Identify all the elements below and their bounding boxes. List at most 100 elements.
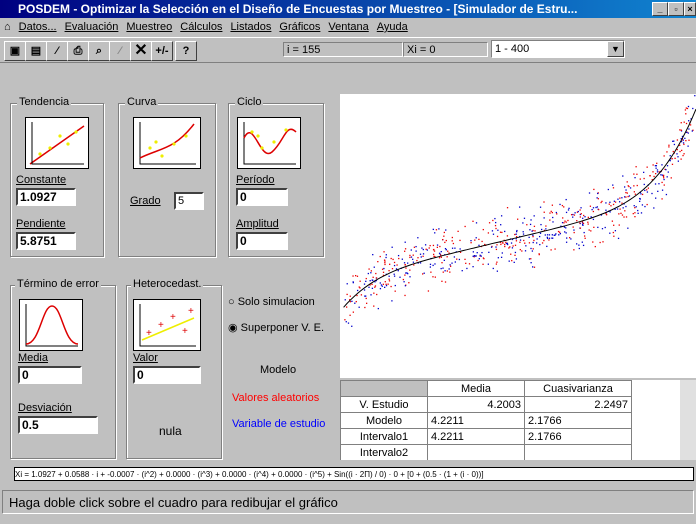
save-button[interactable]: ▣ xyxy=(4,41,26,61)
scatter-dot xyxy=(365,297,367,300)
scatter-dot xyxy=(392,258,394,261)
scatter-dot xyxy=(432,264,434,267)
scatter-dot xyxy=(371,283,373,286)
scatter-dot xyxy=(472,255,474,257)
menu-item[interactable]: Cálculos xyxy=(180,21,223,33)
clear-button[interactable]: ✕ xyxy=(130,41,152,61)
scatter-dot xyxy=(439,254,442,256)
menu-item[interactable]: Ayuda xyxy=(376,21,408,33)
close-button[interactable]: × xyxy=(684,2,696,16)
table-scrollbar[interactable] xyxy=(680,380,696,460)
scatter-dot xyxy=(501,252,503,254)
scatter-dot xyxy=(613,224,615,226)
scatter-dot xyxy=(522,231,524,233)
scatter-dot xyxy=(635,206,637,208)
menu-item[interactable]: Evaluación xyxy=(64,21,119,33)
desviacion-input[interactable]: 0.5 xyxy=(18,416,98,434)
help-button[interactable]: ? xyxy=(175,41,197,61)
scatter-dot xyxy=(597,198,600,200)
scatter-dot xyxy=(677,156,679,158)
maximize-button[interactable]: ▫ xyxy=(668,2,684,16)
scatter-dot xyxy=(625,216,628,218)
scatter-dot xyxy=(534,230,536,232)
svg-text:+: + xyxy=(182,326,188,337)
scatter-dot xyxy=(382,274,385,276)
scatter-dot xyxy=(505,241,507,243)
scatter-dot xyxy=(522,222,524,224)
grado-input[interactable]: 5 xyxy=(174,192,204,210)
scatter-dot xyxy=(671,163,674,165)
menu-item[interactable]: Datos... xyxy=(18,21,57,33)
plusminus-button[interactable]: +/- xyxy=(151,41,173,61)
scatter-dot xyxy=(614,208,616,210)
valor-input[interactable]: 0 xyxy=(133,366,201,384)
legend-study: Variable de estudio xyxy=(232,418,326,430)
scatter-dot xyxy=(511,247,514,249)
scatter-dot xyxy=(470,240,472,242)
print-button[interactable]: ⎙ xyxy=(67,41,89,61)
scatter-dot xyxy=(474,239,476,241)
scatter-dot xyxy=(612,203,615,206)
tool-button[interactable]: ⁄ xyxy=(46,41,68,61)
menu-item[interactable]: Muestreo xyxy=(126,21,173,33)
scatter-dot xyxy=(672,150,674,153)
media-input[interactable]: 0 xyxy=(18,366,82,384)
scatter-dot xyxy=(495,227,497,230)
scatter-dot xyxy=(593,226,595,228)
constante-input[interactable]: 1.0927 xyxy=(16,188,76,206)
scatter-dot xyxy=(501,242,503,244)
scatter-dot xyxy=(391,246,393,248)
header-cell xyxy=(340,380,428,397)
pendiente-input[interactable]: 5.8751 xyxy=(16,232,76,250)
amplitud-input[interactable]: 0 xyxy=(236,232,288,250)
scatter-dot xyxy=(383,267,385,270)
scatter-dot xyxy=(561,221,564,224)
scatter-dot xyxy=(518,206,521,208)
scatter-dot xyxy=(621,202,623,204)
draw-button[interactable]: ⁄ xyxy=(109,41,131,61)
scatter-dot xyxy=(692,129,694,131)
scatter-dot xyxy=(588,192,591,194)
scatter-dot xyxy=(451,262,453,264)
scatter-dot xyxy=(384,262,386,264)
scatter-dot xyxy=(349,299,351,301)
scatter-dot xyxy=(646,166,648,168)
scatter-dot xyxy=(607,188,609,191)
scatter-dot xyxy=(564,220,566,222)
scatter-dot xyxy=(688,139,690,141)
scatter-dot xyxy=(644,205,646,208)
scatter-dot xyxy=(385,256,387,259)
simulation-plot[interactable] xyxy=(340,94,696,378)
scatter-dot xyxy=(685,122,688,125)
zoom-button[interactable]: ⌕ xyxy=(88,41,110,61)
scatter-dot xyxy=(454,261,456,263)
radio-superponer[interactable]: ◉ Superponer V. E. xyxy=(228,322,325,334)
periodo-input[interactable]: 0 xyxy=(236,188,288,206)
scatter-dot xyxy=(570,238,572,240)
menu-item[interactable]: Ventana xyxy=(328,21,369,33)
model-curve xyxy=(343,108,696,308)
disk-button[interactable]: ▤ xyxy=(25,41,47,61)
scatter-dot xyxy=(567,219,569,222)
scatter-dot xyxy=(382,271,385,273)
scatter-dot xyxy=(446,270,448,272)
scatter-dot xyxy=(531,230,533,232)
scatter-dot xyxy=(656,171,659,173)
menu-item[interactable]: Listados xyxy=(230,21,272,33)
range-combo[interactable]: 1 - 400 xyxy=(491,40,625,58)
radio-solo[interactable]: ○ Solo simulacion xyxy=(228,296,315,308)
scatter-dot xyxy=(617,198,619,200)
scatter-dot xyxy=(651,179,653,181)
menu-item[interactable]: Gráficos xyxy=(279,21,321,33)
minimize-button[interactable]: _ xyxy=(652,2,668,16)
hetero-icon: +++++ xyxy=(133,299,201,351)
combo-arrow[interactable]: ▼ xyxy=(607,41,624,57)
scatter-dot xyxy=(532,266,534,268)
scatter-dot xyxy=(584,237,586,239)
scatter-dot xyxy=(671,158,673,160)
scatter-dot xyxy=(441,262,443,264)
scatter-dot xyxy=(597,192,599,195)
legend-random: Valores aleatorios xyxy=(232,392,320,404)
scatter-dot xyxy=(399,276,401,278)
scatter-dot xyxy=(573,231,575,234)
